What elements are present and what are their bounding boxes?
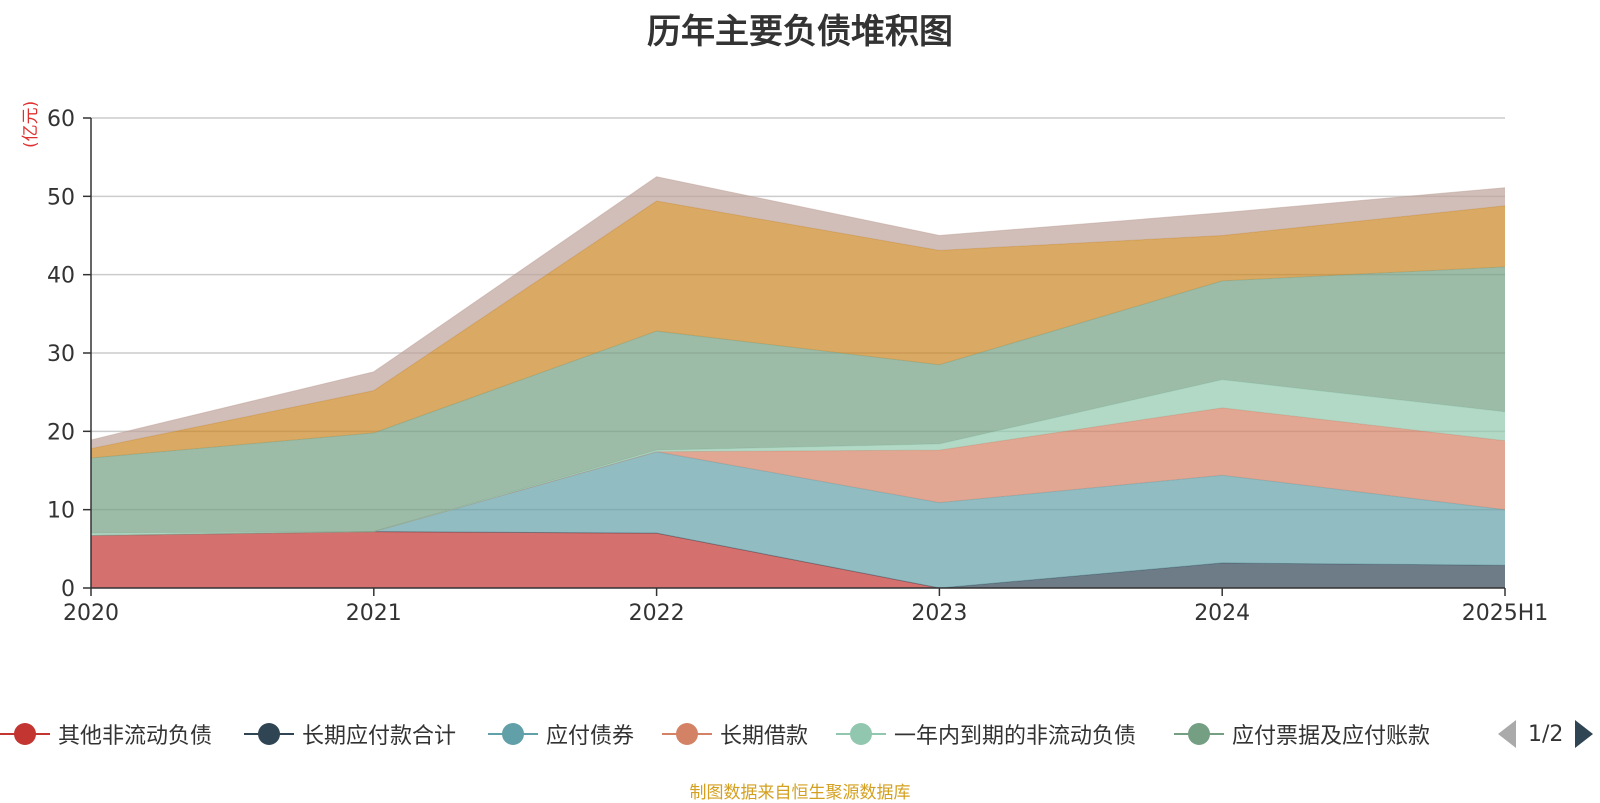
- x-tick-label: 2025H1: [1462, 601, 1549, 626]
- x-tick-label: 2024: [1194, 601, 1250, 626]
- area-series-3: [91, 407, 1505, 536]
- legend-item-0[interactable]: 其他非流动负债: [0, 714, 212, 754]
- source-note: 制图数据来自恒生聚源数据库: [689, 783, 911, 803]
- x-tick-label: 2023: [911, 601, 967, 626]
- legend-item-5[interactable]: 应付票据及应付账款: [1174, 714, 1430, 754]
- legend-label: 其他非流动负债: [58, 724, 213, 749]
- legend-dot-icon: [502, 723, 524, 745]
- y-tick-label: 30: [47, 342, 75, 367]
- y-tick-label: 0: [61, 577, 75, 602]
- legend-label: 应付票据及应付账款: [1232, 724, 1431, 749]
- legend-dot-icon: [1188, 723, 1210, 745]
- area-series-2: [91, 451, 1505, 588]
- legend-pager: 1/2: [1498, 714, 1594, 754]
- legend-item-2[interactable]: 应付债券: [488, 714, 634, 754]
- legend-page-indicator: 1/2: [1528, 721, 1564, 747]
- area-series-0: [91, 531, 1505, 588]
- chart-title: 历年主要负债堆积图: [647, 12, 953, 52]
- area-series-1: [91, 531, 1505, 588]
- y-tick-label: 10: [47, 499, 75, 524]
- legend-dot-icon: [850, 723, 872, 745]
- legend-dot-icon: [676, 723, 698, 745]
- legend-prev-page-icon[interactable]: [1498, 720, 1516, 748]
- y-tick-label: 50: [47, 185, 75, 210]
- area-series-5: [91, 266, 1505, 534]
- legend-label: 长期应付款合计: [302, 724, 457, 749]
- legend-item-1[interactable]: 长期应付款合计: [244, 714, 456, 754]
- legend-dot-icon: [14, 723, 36, 745]
- x-tick-label: 2022: [629, 601, 685, 626]
- y-tick-label: 40: [47, 264, 75, 289]
- legend-item-4[interactable]: 一年内到期的非流动负债: [836, 714, 1136, 754]
- y-tick-label: 60: [47, 107, 75, 132]
- legend-dot-icon: [258, 723, 280, 745]
- legend-label: 一年内到期的非流动负债: [894, 724, 1137, 749]
- legend-next-page-icon[interactable]: [1575, 720, 1594, 748]
- area-series-7: [91, 176, 1505, 449]
- y-tick-label: 20: [47, 420, 75, 445]
- x-tick-label: 2020: [63, 601, 119, 626]
- legend-item-3[interactable]: 长期借款: [662, 714, 808, 754]
- area-edge-series-7: [90, 176, 1506, 441]
- area-series-6: [91, 201, 1505, 458]
- x-tick-label: 2021: [346, 601, 402, 626]
- legend-label: 应付债券: [546, 724, 635, 749]
- legend-label: 长期借款: [720, 724, 809, 749]
